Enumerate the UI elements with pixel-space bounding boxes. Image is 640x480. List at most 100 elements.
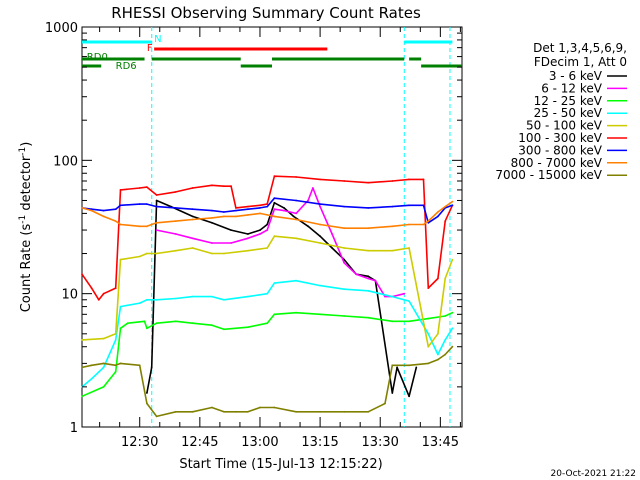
series-4-point-20 <box>427 345 430 348</box>
series-3-point-11 <box>223 298 225 301</box>
series-7-point-25 <box>437 211 439 213</box>
series-7-point-11 <box>223 215 225 218</box>
series-3-point-4 <box>119 305 122 308</box>
series-5-point-18 <box>273 175 276 178</box>
series-0-point-5 <box>211 221 213 224</box>
series-8-point-10 <box>211 406 213 409</box>
series-1-point-6 <box>259 233 261 235</box>
series-5-point-13 <box>230 185 233 188</box>
series-4-point-12 <box>266 247 269 249</box>
series-3-point-9 <box>191 295 194 298</box>
series-5-point-23 <box>391 180 394 182</box>
series-5-point-0 <box>81 273 83 276</box>
footer-timestamp: 20-Oct-2021 21:22 <box>551 469 636 479</box>
series-5-point-19 <box>295 176 297 178</box>
series-0-point-9 <box>266 223 269 226</box>
series-5-point-26 <box>427 287 430 289</box>
series-0-point-22 <box>408 395 410 398</box>
series-8-point-13 <box>247 410 249 413</box>
series-5-point-4 <box>114 287 117 289</box>
series-7-point-6 <box>146 225 148 228</box>
series-6-point-25 <box>437 215 439 218</box>
x-tick-label-1: 12:45 <box>181 435 218 450</box>
series-4-point-11 <box>247 249 249 252</box>
chart-title: RHESSI Observing Summary Count Rates <box>111 4 421 22</box>
series-2-point-0 <box>81 395 83 398</box>
legend-label-5: 100 - 300 keV <box>518 131 602 145</box>
series-4-point-6 <box>155 252 158 255</box>
series-2-point-14 <box>273 313 276 316</box>
series-6-point-14 <box>259 207 261 209</box>
state-bars: NF RD0 RD6 <box>82 34 462 72</box>
series-7-point-7 <box>155 221 158 224</box>
series-2-point-8 <box>174 320 177 323</box>
series-6-point-11 <box>223 211 225 213</box>
series-8-point-18 <box>343 410 346 413</box>
series-8-point-25 <box>444 353 447 356</box>
series-7-point-20 <box>367 227 370 230</box>
series-8-point-0 <box>81 366 83 369</box>
series-4-point-1 <box>102 337 105 340</box>
y-label-part-4: -1 <box>18 147 28 156</box>
series-0-point-20 <box>391 392 394 394</box>
legend-label-8: 7000 - 15000 keV <box>495 168 602 182</box>
series-3-point-23 <box>444 339 447 341</box>
saa-lines <box>151 27 451 427</box>
series-1-point-18 <box>374 279 377 282</box>
series-3-point-6 <box>146 298 148 301</box>
legend-header-line-1: Det 1,3,4,5,6,9, <box>533 41 627 55</box>
series-3-point-2 <box>102 366 105 369</box>
series-0-point-6 <box>230 229 233 232</box>
series-1-point-12 <box>312 187 314 189</box>
series-5-point-17 <box>266 203 269 206</box>
series-8-point-12 <box>235 410 237 413</box>
series-0-point-23 <box>415 366 418 369</box>
series-3-point-19 <box>391 295 394 298</box>
series-7-point-12 <box>235 215 237 218</box>
series-1-point-17 <box>367 277 370 280</box>
series-4-point-4 <box>138 255 141 258</box>
series-3-point-12 <box>247 295 249 298</box>
series-8-point-8 <box>174 410 177 413</box>
series-7-point-0 <box>81 207 83 209</box>
y-tick-label-0: 1 <box>70 421 78 436</box>
series-3-point-5 <box>138 302 141 304</box>
series-6-point-19 <box>343 205 346 208</box>
x-tick-label-2: 13:00 <box>241 435 278 450</box>
series-line-0 <box>146 199 418 398</box>
y-label-part-3: detector <box>19 155 34 215</box>
series-8-point-22 <box>408 364 410 367</box>
series-2-point-6 <box>146 327 148 330</box>
y-tick-label-1: 10 <box>61 288 78 303</box>
series-6-point-5 <box>138 203 141 206</box>
series-8-point-24 <box>437 358 439 361</box>
series-0-point-18 <box>367 275 370 278</box>
series-6-point-6 <box>146 203 148 206</box>
series-line-4 <box>81 235 454 348</box>
series-4-point-22 <box>444 277 447 280</box>
series-8-point-9 <box>191 410 194 413</box>
series-5-point-5 <box>119 189 122 191</box>
series-2-point-22 <box>444 315 447 317</box>
series-7-point-13 <box>247 214 249 216</box>
series-2-point-2 <box>114 370 117 373</box>
series-0-point-12 <box>292 215 295 218</box>
x-tick-label-4: 13:30 <box>361 435 398 450</box>
series-line-6 <box>81 197 453 224</box>
series-4-point-5 <box>146 252 148 255</box>
series-6-point-17 <box>295 199 297 202</box>
series-6-point-8 <box>174 207 177 209</box>
legend-label-1: 6 - 12 keV <box>541 81 603 95</box>
series-6-point-7 <box>155 205 158 208</box>
series-4-point-3 <box>119 258 122 261</box>
series-6-point-13 <box>247 208 249 211</box>
series-3-point-18 <box>367 289 370 292</box>
series-6-point-27 <box>451 204 454 207</box>
series-0-point-1 <box>150 366 153 369</box>
series-8-point-11 <box>223 410 225 413</box>
series-6-point-18 <box>319 203 321 206</box>
series-3-point-7 <box>155 298 158 301</box>
series-6-point-21 <box>391 205 394 208</box>
series-4-point-13 <box>273 235 276 238</box>
series-1-point-16 <box>355 273 358 276</box>
